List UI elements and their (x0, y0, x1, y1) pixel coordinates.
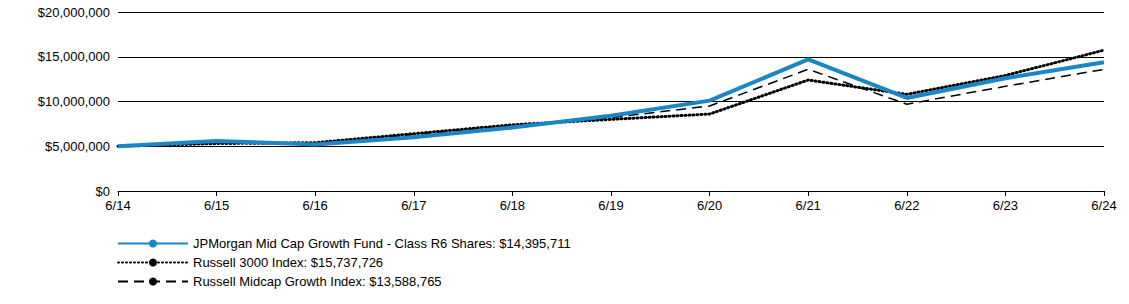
svg-text:$0: $0 (96, 184, 110, 199)
svg-text:6/20: 6/20 (697, 198, 722, 213)
svg-text:6/14: 6/14 (105, 198, 130, 213)
svg-text:$15,000,000: $15,000,000 (38, 49, 110, 64)
svg-text:6/22: 6/22 (894, 198, 919, 213)
svg-text:6/16: 6/16 (303, 198, 328, 213)
svg-text:6/17: 6/17 (401, 198, 426, 213)
svg-text:$10,000,000: $10,000,000 (38, 94, 110, 109)
svg-text:Russell 3000 Index: $15,737,72: Russell 3000 Index: $15,737,726 (193, 255, 383, 270)
svg-text:6/23: 6/23 (993, 198, 1018, 213)
svg-text:Russell Midcap Growth Index: $: Russell Midcap Growth Index: $13,588,765 (193, 274, 442, 289)
svg-text:6/21: 6/21 (796, 198, 821, 213)
svg-text:6/19: 6/19 (598, 198, 623, 213)
svg-text:6/24: 6/24 (1091, 198, 1116, 213)
svg-text:JPMorgan Mid Cap Growth Fund -: JPMorgan Mid Cap Growth Fund - Class R6 … (193, 236, 571, 251)
svg-text:6/15: 6/15 (204, 198, 229, 213)
svg-text:6/18: 6/18 (500, 198, 525, 213)
svg-text:$5,000,000: $5,000,000 (45, 139, 110, 154)
svg-text:$20,000,000: $20,000,000 (38, 5, 110, 20)
